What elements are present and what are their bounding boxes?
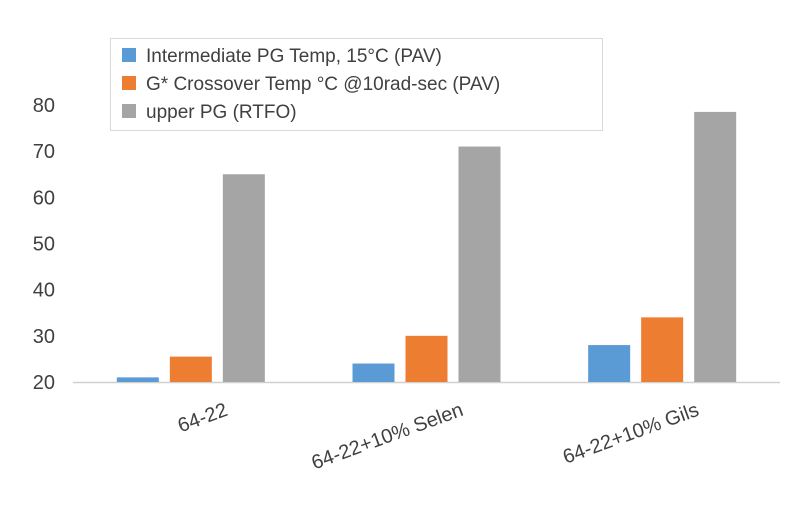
bar-series-2-category-2 [405, 335, 448, 382]
bar-series-1-category-3 [588, 345, 631, 382]
legend-swatch [122, 104, 136, 118]
x-tick-label: 64-22 [175, 399, 231, 437]
bar-series-2-category-3 [641, 317, 684, 382]
legend-swatch [122, 76, 136, 90]
legend-label: G* Crossover Temp °C @10rad-sec (PAV) [146, 74, 500, 95]
y-axis: 20 30 40 50 60 70 80 [33, 95, 780, 394]
bar-series-3-category-1 [222, 174, 265, 382]
y-tick-label: 30 [33, 326, 55, 348]
legend-box [110, 38, 603, 131]
y-tick-label: 20 [33, 372, 55, 394]
legend-label: upper PG (RTFO) [146, 102, 297, 123]
y-tick-label: 70 [33, 141, 55, 163]
y-tick-label: 40 [33, 280, 55, 302]
legend-swatch [122, 48, 136, 62]
y-tick-label: 60 [33, 187, 55, 209]
y-tick-label: 80 [33, 95, 55, 117]
legend: Intermediate PG Temp, 15°C (PAV) G* Cross… [110, 38, 603, 131]
legend-label: Intermediate PG Temp, 15°C (PAV) [146, 46, 442, 67]
x-axis: 64-22 64-22+10% Selen 64-22+10% Gils [175, 399, 702, 474]
bars [116, 111, 737, 383]
bar-series-2-category-1 [169, 356, 212, 382]
x-tick-label: 64-22+10% Gils [560, 399, 702, 469]
y-tick-label: 50 [33, 234, 55, 256]
bar-series-3-category-3 [694, 111, 737, 383]
x-tick-label: 64-22+10% Selen [309, 399, 466, 474]
bar-series-1-category-2 [352, 363, 395, 382]
bar-series-3-category-2 [458, 146, 501, 382]
bar-series-1-category-1 [116, 377, 159, 382]
